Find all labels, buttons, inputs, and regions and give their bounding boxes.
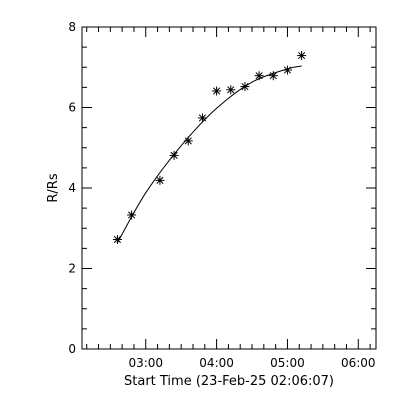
- x-tick-label: 04:00: [199, 356, 234, 370]
- data-point-asterisk: [240, 82, 250, 92]
- y-tick-label: 4: [68, 181, 76, 195]
- tick-labels: 03:00 04:00 05:00 06:00 0 2 4 6 8: [68, 20, 375, 370]
- y-tick-label: 6: [68, 101, 76, 115]
- asterisk-stroke: [255, 72, 263, 80]
- asterisk-stroke: [113, 235, 122, 244]
- y-tick-label: 2: [68, 262, 76, 276]
- fit-curve: [116, 65, 302, 243]
- y-axis-title: R/Rs: [46, 173, 61, 202]
- data-point-asterisk: [254, 71, 264, 81]
- asterisk-stroke: [184, 137, 192, 145]
- asterisk-stroke: [269, 72, 277, 80]
- data-point-asterisk: [282, 65, 292, 75]
- data-point-asterisk: [297, 51, 307, 61]
- asterisk-stroke: [298, 51, 306, 60]
- data-point-asterisk: [212, 86, 222, 96]
- x-axis-title: Start Time (23-Feb-25 02:06:07): [124, 374, 334, 389]
- plot-frame: [81, 26, 377, 350]
- x-tick-label: 05:00: [270, 356, 305, 370]
- data-point-asterisk: [169, 150, 179, 160]
- data-point-asterisk: [112, 235, 122, 245]
- y-tick-label: 0: [68, 342, 76, 356]
- asterisk-stroke: [170, 151, 178, 159]
- y-tick-label: 8: [68, 20, 76, 34]
- data-point-asterisk: [155, 175, 165, 185]
- asterisk-stroke: [156, 176, 164, 184]
- data-point-asterisk: [197, 113, 207, 123]
- data-point-asterisk: [268, 71, 278, 81]
- asterisk-stroke: [227, 86, 235, 94]
- data-point-asterisk: [226, 85, 236, 95]
- asterisk-stroke: [283, 66, 292, 74]
- asterisk-stroke: [198, 114, 207, 122]
- x-tick-label: 06:00: [341, 356, 376, 370]
- asterisk-stroke: [241, 82, 249, 91]
- asterisk-stroke: [127, 211, 136, 219]
- data-point-asterisk: [127, 210, 137, 220]
- x-tick-label: 03:00: [128, 356, 163, 370]
- asterisk-stroke: [213, 87, 221, 95]
- data-points: [112, 51, 307, 245]
- data-point-asterisk: [183, 136, 193, 146]
- axis-ticks: [82, 26, 376, 350]
